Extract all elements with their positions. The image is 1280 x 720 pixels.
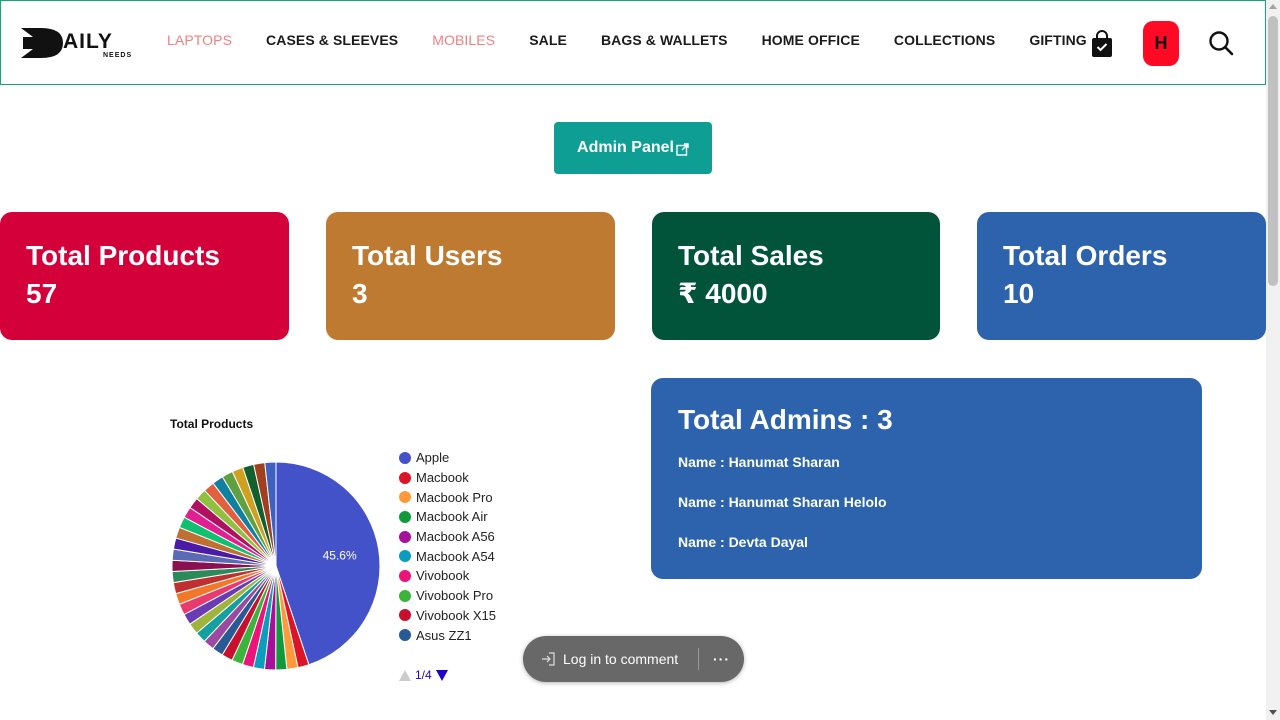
- admin-name: Name : Hanumat Sharan: [678, 454, 840, 470]
- legend-next-arrow-icon[interactable]: [435, 669, 448, 681]
- admins-title: Total Admins : 3: [678, 404, 893, 435]
- legend-item[interactable]: Vivobook: [399, 566, 496, 586]
- legend-item[interactable]: Macbook Air: [399, 507, 496, 527]
- brand-logo-mark: AILY NEEDS: [21, 28, 132, 59]
- brand-logo-sub: NEEDS: [103, 52, 132, 59]
- legend-item[interactable]: Vivobook X15: [399, 606, 496, 626]
- search-icon[interactable]: [1208, 30, 1234, 56]
- legend-label: Macbook Air: [416, 509, 488, 525]
- stat-card-total-users: Total Users 3: [326, 212, 615, 340]
- login-icon: [540, 651, 556, 667]
- stat-card-total-orders: Total Orders 10: [977, 212, 1266, 340]
- legend-swatch: [399, 451, 411, 464]
- legend-swatch: [399, 550, 411, 563]
- legend-label: Macbook A54: [416, 548, 495, 564]
- legend-item[interactable]: Apple: [399, 448, 496, 468]
- brand-logo[interactable]: AILY NEEDS: [19, 23, 135, 63]
- toolbar-divider: [698, 648, 699, 670]
- stat-card-total-sales: Total Sales ₹ 4000: [652, 212, 940, 340]
- legend-swatch: [399, 510, 411, 523]
- admin-name: Name : Hanumat Sharan Helolo: [678, 494, 887, 510]
- page-scrollbar[interactable]: [1266, 0, 1280, 720]
- legend-swatch: [399, 471, 411, 484]
- stat-value: 3: [352, 278, 368, 310]
- nav-link-bags-wallets[interactable]: BAGS & WALLETS: [600, 32, 728, 48]
- nav-link-laptops[interactable]: LAPTOPS: [167, 32, 233, 48]
- legend-prev-arrow-icon[interactable]: [399, 669, 411, 681]
- legend-pager: 1/4: [399, 668, 448, 682]
- legend-swatch: [399, 589, 411, 602]
- nav-link-mobiles[interactable]: MOBILES: [432, 32, 496, 48]
- scroll-up-arrow-icon[interactable]: [1269, 4, 1277, 9]
- scroll-thumb[interactable]: [1268, 16, 1278, 286]
- legend-item[interactable]: Asus ZZ1: [399, 625, 496, 645]
- legend-label: Macbook A56: [416, 529, 495, 545]
- stat-value: ₹ 4000: [678, 278, 768, 310]
- legend-item[interactable]: Vivobook Pro: [399, 586, 496, 606]
- nav-links: LAPTOPS CASES & SLEEVES MOBILES SALE BAGS & …: [167, 32, 1121, 48]
- scroll-down-arrow-icon[interactable]: [1269, 710, 1277, 715]
- legend-label: Asus ZZ1: [416, 627, 472, 643]
- pie-slice-label: 45.6%: [323, 549, 357, 563]
- stat-value: 10: [1003, 278, 1035, 310]
- stat-value: 57: [26, 278, 58, 310]
- nav-link-home-office[interactable]: HOME OFFICE: [761, 32, 860, 48]
- admin-name: Name : Devta Dayal: [678, 534, 808, 550]
- user-avatar-button[interactable]: H: [1143, 21, 1179, 66]
- legend-swatch: [399, 491, 411, 504]
- pie-slice[interactable]: [264, 461, 277, 567]
- legend-label: Vivobook Pro: [416, 588, 494, 604]
- brand-logo-main: AILY: [63, 30, 113, 53]
- nav-link-sale[interactable]: SALE: [529, 32, 567, 48]
- stat-label: Total Sales: [678, 240, 824, 271]
- stat-label: Total Orders: [1003, 240, 1168, 271]
- login-to-comment-label: Log in to comment: [563, 651, 679, 667]
- legend-swatch: [399, 609, 411, 622]
- admins-panel: Total Admins : 3 Name : Hanumat Sharan N…: [651, 378, 1202, 579]
- legend-label: Macbook Pro: [416, 489, 493, 505]
- legend-swatch: [399, 629, 411, 642]
- stat-card-total-products: Total Products 57: [0, 212, 289, 340]
- legend-label: Vivobook X15: [416, 607, 496, 623]
- legend-page-indicator: 1/4: [415, 668, 432, 682]
- pie-slice-apple[interactable]: [275, 461, 381, 666]
- legend-item[interactable]: Macbook Pro: [399, 487, 496, 507]
- admin-panel-label: Admin Panel: [577, 139, 674, 156]
- shopping-bag-icon[interactable]: [1090, 30, 1114, 58]
- navbar: AILY NEEDS LAPTOPS CASES & SLEEVES MOBILES…: [0, 0, 1266, 85]
- login-to-comment-button[interactable]: Log in to comment: [523, 651, 698, 667]
- nav-link-gifting[interactable]: GIFTING: [1029, 32, 1087, 48]
- legend-label: Vivobook: [416, 568, 470, 584]
- products-pie-chart: 45.6%: [171, 461, 381, 671]
- more-options-button[interactable]: ···: [713, 651, 730, 667]
- legend-item[interactable]: Macbook: [399, 468, 496, 488]
- nav-link-cases-sleeves[interactable]: CASES & SLEEVES: [266, 32, 399, 48]
- legend-label: Macbook: [416, 470, 469, 486]
- comment-toolbar: Log in to comment ···: [523, 636, 744, 682]
- chart-legend: Apple Macbook Macbook Pro Macbook Air Macboo…: [399, 448, 496, 645]
- legend-item[interactable]: Macbook A56: [399, 527, 496, 547]
- stat-label: Total Users: [352, 240, 503, 271]
- legend-label: Apple: [416, 450, 450, 466]
- external-link-icon: [676, 141, 689, 156]
- legend-swatch: [399, 530, 411, 543]
- legend-item[interactable]: Macbook A54: [399, 546, 496, 566]
- admin-panel-button[interactable]: Admin Panel: [554, 122, 712, 174]
- legend-swatch: [399, 569, 411, 582]
- chart-title: Total Products: [170, 417, 254, 431]
- nav-link-collections[interactable]: COLLECTIONS: [893, 32, 996, 48]
- stat-label: Total Products: [26, 240, 220, 271]
